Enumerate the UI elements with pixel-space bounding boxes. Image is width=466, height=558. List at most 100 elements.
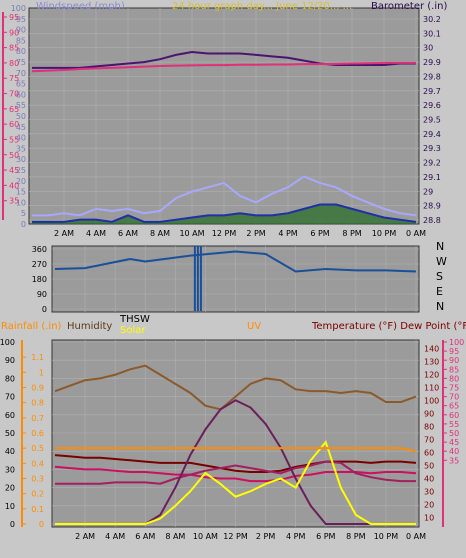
direction-tick-label: 0 <box>42 305 47 314</box>
rainfall-tick-label: 0.4 <box>31 459 44 468</box>
wind-avg-fill <box>32 204 416 224</box>
temperature-tick-label: 80 <box>424 423 434 432</box>
pink-tick-label: 35 <box>9 197 19 206</box>
temperature-tick-label: 60 <box>424 449 434 458</box>
pink-tick-label: 65 <box>9 105 19 114</box>
barometer-tick-label: 29.6 <box>423 101 441 110</box>
humidity-tick-label: 100 <box>0 338 15 347</box>
x-tick-label: 2 PM <box>256 532 275 541</box>
pink-tick-label: 40 <box>9 181 19 190</box>
compass-label: N <box>436 300 444 313</box>
uv-tick-label: 70 <box>449 393 459 402</box>
windspeed-tick-label: 95 <box>16 15 26 24</box>
solar-axis-label: Solar <box>120 325 146 336</box>
pink-trace-line <box>31 61 416 73</box>
barometer-tick-label: 28.9 <box>423 202 441 211</box>
rainfall-axis-label: Rainfall (.in) <box>1 321 62 332</box>
windspeed-barometer-panel: 0510152025303540455055606570758085909510… <box>2 1 447 238</box>
wind-gust-line <box>32 175 417 217</box>
barometer-tick-label: 29.5 <box>423 116 441 125</box>
temperature-tick-label: 10 <box>424 514 434 523</box>
temperature-tick-label: 30 <box>424 488 434 497</box>
barometer-line <box>32 51 416 69</box>
solar-line <box>55 440 416 525</box>
humidity-axis-label: Humidity <box>67 321 112 332</box>
rainfall-tick-label: 0.8 <box>31 399 44 408</box>
x-tick-label: 2 AM <box>54 229 74 238</box>
wind-direction-line <box>54 250 417 273</box>
barometer-tick-label: 29.7 <box>423 87 441 96</box>
pink-tick-label: 95 <box>9 13 19 22</box>
x-tick-label: 12 PM <box>212 229 237 238</box>
windspeed-tick-label: 90 <box>16 26 26 35</box>
rainfall-tick-label: 0 <box>39 520 44 529</box>
uv-tick-label: 90 <box>449 356 459 365</box>
humidity-tick-label: 10 <box>5 502 15 511</box>
dew-point-line <box>54 465 417 483</box>
barometer-tick-label: 30.2 <box>423 15 441 24</box>
windspeed-tick-label: 30 <box>16 155 26 164</box>
x-tick-label: 12 PM <box>223 532 248 541</box>
rainfall-tick-label: 0.1 <box>31 505 44 514</box>
x-tick-label: 4 PM <box>286 532 305 541</box>
windspeed-tick-label: 60 <box>16 90 26 99</box>
humidity-tick-label: 80 <box>5 374 15 383</box>
temperature-tick-label: 40 <box>424 475 434 484</box>
compass-label: E <box>436 285 443 298</box>
direction-tick-label: 360 <box>32 245 47 254</box>
compass-label: S <box>436 270 443 283</box>
x-tick-label: 8 PM <box>342 229 361 238</box>
direction-tick-label: 90 <box>37 290 47 299</box>
barometer-tick-label: 29 <box>423 187 433 196</box>
windspeed-tick-label: 75 <box>16 58 26 67</box>
x-tick-label: 6 AM <box>118 229 138 238</box>
windspeed-tick-label: 70 <box>16 69 26 78</box>
barometer-tick-label: 29.2 <box>423 159 441 168</box>
humidity-tick-label: 60 <box>5 411 15 420</box>
temperature-tick-label: 50 <box>424 462 434 471</box>
windspeed-tick-label: 50 <box>16 112 26 121</box>
rainfall-tick-label: 1 <box>39 368 44 377</box>
x-tick-label: 10 AM <box>193 532 218 541</box>
humidity-line <box>54 364 417 411</box>
windspeed-tick-label: 5 <box>21 209 26 218</box>
x-tick-label: 6 PM <box>310 229 329 238</box>
pink-tick-label: 50 <box>9 151 19 160</box>
humidity-tick-label: 90 <box>5 356 15 365</box>
uv-tick-label: 95 <box>449 347 459 356</box>
rainfall-tick-label: 0.2 <box>31 490 44 499</box>
humidity-tick-label: 70 <box>5 393 15 402</box>
pink-tick-label: 90 <box>9 28 19 37</box>
windspeed-tick-label: 45 <box>16 123 26 132</box>
x-tick-label: 8 AM <box>165 532 185 541</box>
barometer-tick-label: 29.4 <box>423 130 441 139</box>
temperature-tick-label: 20 <box>424 501 434 510</box>
x-tick-label: 8 PM <box>346 532 365 541</box>
x-tick-label: 0 AM <box>406 532 426 541</box>
pink-tick-label: 85 <box>9 44 19 53</box>
x-tick-label: 6 PM <box>316 532 335 541</box>
uv-tick-label: 50 <box>449 429 459 438</box>
x-tick-label: 10 PM <box>372 229 397 238</box>
barometer-tick-label: 30 <box>423 44 433 53</box>
uv-tick-label: 80 <box>449 374 459 383</box>
uv-tick-label: 75 <box>449 384 459 393</box>
pink-tick-label: 70 <box>9 90 19 99</box>
temperature-tick-label: 120 <box>424 371 439 380</box>
barometer-tick-label: 30.1 <box>423 29 441 38</box>
compass-label: N <box>436 240 444 253</box>
pink-tick-label: 80 <box>9 59 19 68</box>
barometer-tick-label: 29.3 <box>423 144 441 153</box>
x-tick-label: 0 AM <box>406 229 426 238</box>
uv-tick-label: 60 <box>449 411 459 420</box>
temperature-tick-label: 90 <box>424 410 434 419</box>
temperature-tick-label: 70 <box>424 436 434 445</box>
windspeed-tick-label: 10 <box>16 198 26 207</box>
x-tick-label: 2 PM <box>246 229 265 238</box>
x-tick-label: 4 AM <box>86 229 106 238</box>
temperature-tick-label: 130 <box>424 358 439 367</box>
temperature-line <box>54 454 417 473</box>
humidity-tick-label: 30 <box>5 465 15 474</box>
